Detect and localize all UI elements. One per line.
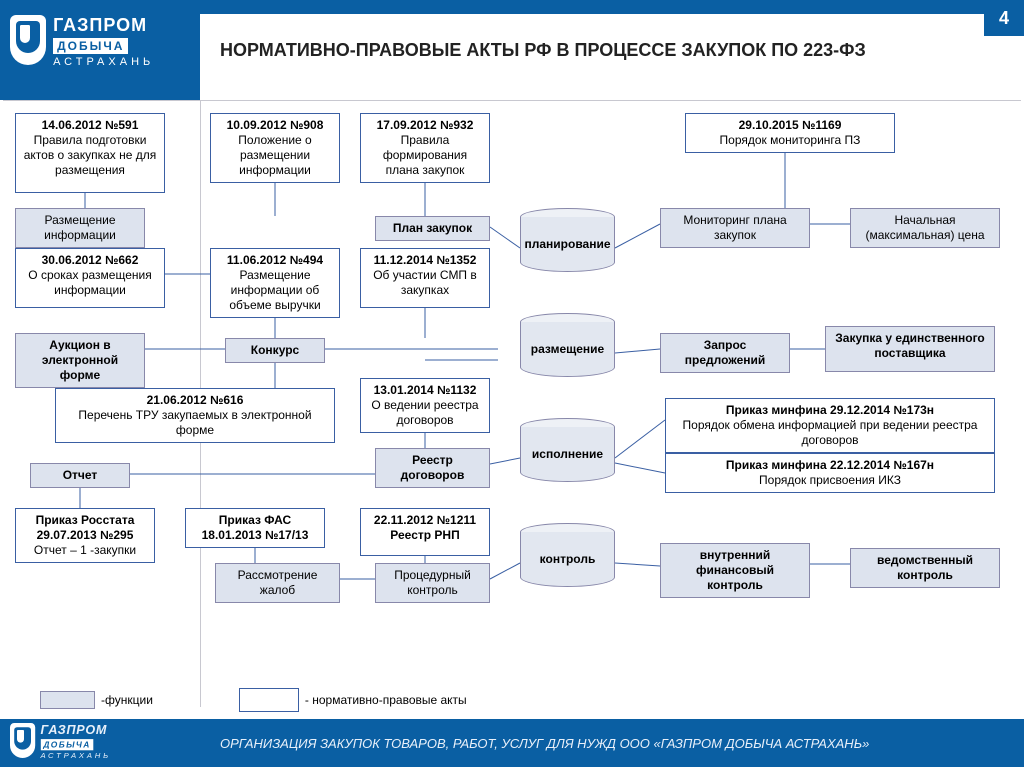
cylinder-planning: планирование [520,208,615,272]
legend: -функции - нормативно-правовые акты [40,688,467,712]
func-box-info_pub: Размещение информации [15,208,145,248]
law-box-n173: Приказ минфина 29.12.2014 №173нПорядок о… [665,398,995,453]
footer-bar: ГАЗПРОМ ДОБЫЧА АСТРАХАНЬ ОРГАНИЗАЦИЯ ЗАК… [0,719,1024,767]
law-box-n167: Приказ минфина 22.12.2014 №167нПорядок п… [665,453,995,493]
law-box-n1211: 22.11.2012 №1211 Реестр РНП [360,508,490,556]
func-box-zhalob: Рассмотрение жалоб [215,563,340,603]
law-box-n494: 11.06.2012 №494Размещение информации об … [210,248,340,318]
law-box-n908: 10.09.2012 №908Положение о размещении ин… [210,113,340,183]
logo-flame-icon [10,15,46,65]
law-box-n662: 30.06.2012 №662О сроках размещения инфор… [15,248,165,308]
cylinder-placement: размещение [520,313,615,377]
footer-logo: ГАЗПРОМ ДОБЫЧА АСТРАХАНЬ [10,723,111,760]
func-box-fin_ctrl: внутренний финансовый контроль [660,543,810,598]
diagram-canvas: 14.06.2012 №591Правила подготовки актов … [5,108,1019,712]
func-box-konkurs: Конкурс [225,338,325,363]
func-box-single: Закупка у единственного поставщика [825,326,995,372]
law-box-n616: 21.06.2012 №616Перечень ТРУ закупаемых в… [55,388,335,443]
func-box-plan: План закупок [375,216,490,241]
logo-sub1: ДОБЫЧА [41,739,94,750]
title-rule [3,100,1021,101]
law-box-n295: Приказ Росстата 29.07.2013 №295Отчет – 1… [15,508,155,563]
logo-sub1: ДОБЫЧА [53,38,128,54]
law-box-n1352: 11.12.2014 №1352Об участии СМП в закупка… [360,248,490,308]
legend-law-swatch [239,688,299,712]
func-box-price: Начальная (максимальная) цена [850,208,1000,248]
func-box-otchet: Отчет [30,463,130,488]
logo-company: ГАЗПРОМ [41,723,111,738]
cylinder-execution: исполнение [520,418,615,482]
logo-flame-icon [10,723,35,758]
logo-sub2: АСТРАХАНЬ [53,56,154,68]
func-box-reestr: Реестр договоров [375,448,490,488]
func-box-auction: Аукцион в электронной форме [15,333,145,388]
func-box-proc_ctrl: Процедурный контроль [375,563,490,603]
law-box-fas: Приказ ФАС 18.01.2013 №17/13 [185,508,325,548]
footer-text: ОРГАНИЗАЦИЯ ЗАКУПОК ТОВАРОВ, РАБОТ, УСЛУ… [220,736,869,751]
header-sidebar: ГАЗПРОМ ДОБЫЧА АСТРАХАНЬ [0,0,200,100]
legend-func-swatch [40,691,95,709]
func-box-ved_ctrl: ведомственный контроль [850,548,1000,588]
law-box-n1169: 29.10.2015 №1169Порядок мониторинга ПЗ [685,113,895,153]
logo-text: ГАЗПРОМ ДОБЫЧА АСТРАХАНЬ [53,15,154,68]
page-title: НОРМАТИВНО-ПРАВОВЫЕ АКТЫ РФ В ПРОЦЕССЕ З… [220,40,866,61]
legend-func-label: -функции [101,693,153,707]
law-box-n591: 14.06.2012 №591Правила подготовки актов … [15,113,165,193]
law-box-n932: 17.09.2012 №932Правила формирования план… [360,113,490,183]
topbar [200,0,1024,14]
logo-block: ГАЗПРОМ ДОБЫЧА АСТРАХАНЬ [10,15,190,68]
logo-text: ГАЗПРОМ ДОБЫЧА АСТРАХАНЬ [41,723,111,760]
page-number: 4 [984,0,1024,36]
legend-law-label: - нормативно-правовые акты [305,693,467,707]
cylinder-control: контроль [520,523,615,587]
law-box-n1132: 13.01.2014 №1132О ведении реестра догово… [360,378,490,433]
func-box-monitoring: Мониторинг плана закупок [660,208,810,248]
func-box-zapros: Запрос предложений [660,333,790,373]
logo-sub2: АСТРАХАНЬ [41,752,111,760]
logo-company: ГАЗПРОМ [53,15,154,36]
